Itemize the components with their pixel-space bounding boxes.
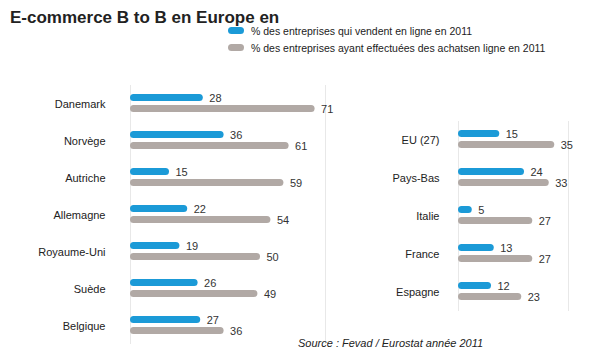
svg-text:27: 27 — [207, 314, 219, 326]
svg-text:12: 12 — [498, 280, 510, 292]
svg-text:61: 61 — [295, 140, 307, 152]
svg-text:Suède: Suède — [74, 283, 106, 295]
svg-text:15: 15 — [176, 166, 188, 178]
svg-text:71: 71 — [321, 103, 333, 115]
svg-text:59: 59 — [290, 177, 302, 189]
svg-text:13: 13 — [500, 242, 512, 254]
svg-text:36: 36 — [230, 129, 242, 141]
html-text:Source : Fevad / Eurostat anné: Source : Fevad / Eurostat année 2011 — [298, 337, 484, 349]
svg-text:Italie: Italie — [416, 210, 439, 222]
svg-text:Danemark: Danemark — [55, 98, 106, 110]
svg-text:35: 35 — [561, 139, 573, 151]
svg-text:Royaume-Uni: Royaume-Uni — [38, 246, 105, 258]
svg-text:Autriche: Autriche — [65, 172, 105, 184]
svg-text:26: 26 — [204, 277, 216, 289]
svg-text:49: 49 — [264, 288, 276, 300]
svg-text:5: 5 — [478, 204, 484, 216]
html-text:% des entreprises ayant effect: % des entreprises ayant effectuées des a… — [251, 41, 546, 54]
html-text:% des entreprises qui vendent: % des entreprises qui vendent en ligne e… — [251, 24, 472, 37]
svg-text:24: 24 — [531, 166, 543, 178]
svg-text:27: 27 — [539, 215, 551, 227]
svg-text:23: 23 — [528, 291, 540, 303]
svg-text:33: 33 — [555, 177, 567, 189]
svg-text:France: France — [405, 248, 439, 260]
svg-text:36: 36 — [230, 325, 242, 337]
svg-text:15: 15 — [506, 128, 518, 140]
svg-text:54: 54 — [277, 214, 289, 226]
svg-text:28: 28 — [209, 92, 221, 104]
svg-text:Pays-Bas: Pays-Bas — [392, 172, 440, 184]
html-text:E-commerce B to B en Europe en: E-commerce B to B en Europe en — [10, 8, 280, 27]
svg-text:Allemagne: Allemagne — [54, 209, 106, 221]
svg-text:27: 27 — [539, 253, 551, 265]
svg-text:22: 22 — [194, 203, 206, 215]
svg-text:Espagne: Espagne — [396, 286, 439, 298]
svg-text:EU (27): EU (27) — [402, 134, 440, 146]
svg-text:Belgique: Belgique — [63, 320, 106, 332]
svg-text:50: 50 — [267, 251, 279, 263]
svg-text:Norvège: Norvège — [64, 135, 106, 147]
svg-text:19: 19 — [186, 240, 198, 252]
